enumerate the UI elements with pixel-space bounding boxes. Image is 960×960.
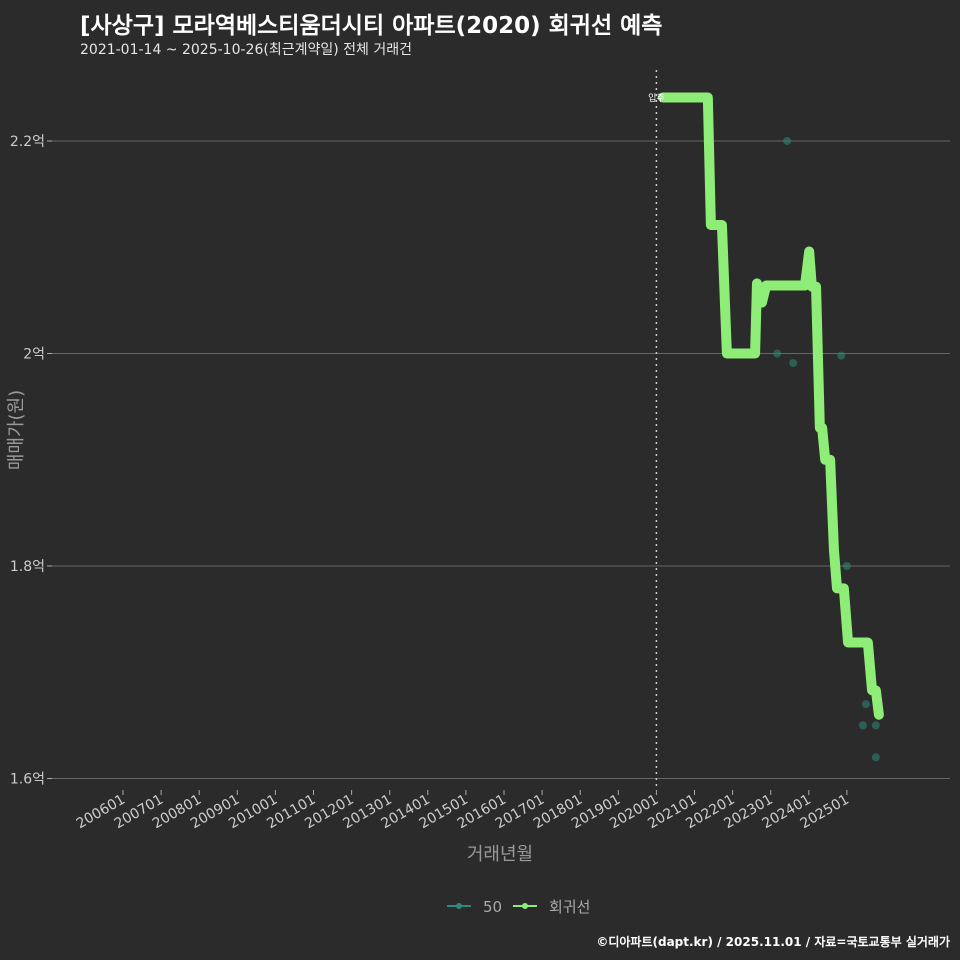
legend-line-label: 회귀선 [549, 898, 590, 916]
legend-50-dot [456, 903, 462, 909]
scatter-point [871, 753, 880, 762]
chart-title: [사상구] 모라역베스티움더시티 아파트(2020) 회귀선 예측 [80, 13, 663, 39]
y-tick-label: 2억 [23, 347, 45, 363]
legend-50-label: 50 [483, 898, 502, 916]
scatter-point [789, 359, 798, 368]
scatter-point [842, 562, 851, 570]
y-tick-label: 1.8억 [10, 559, 45, 575]
scatter-point [783, 137, 792, 145]
scatter-point [773, 349, 782, 358]
y-tick-label: 2.2억 [10, 134, 45, 150]
x-axis-label: 거래년월 [467, 844, 533, 865]
scatter-point [861, 700, 870, 709]
chart-subtitle: 2021-01-14 ~ 2025-10-26(최근계약일) 전체 거래건 [80, 42, 412, 58]
footer-credit: ©디아파트(dapt.kr) / 2025.11.01 / 자료=국토교통부 실… [596, 935, 950, 949]
y-axis-label: 매매가(원) [6, 390, 27, 470]
scatter-point [871, 721, 880, 730]
scatter-point [858, 721, 867, 730]
scatter-point [837, 351, 846, 360]
regression-line [657, 92, 884, 720]
legend: 50 회귀선 [447, 898, 590, 916]
y-tick-label: 1.6억 [10, 772, 45, 788]
legend-line-dot [522, 903, 528, 909]
annotation-label: 입주 [648, 92, 665, 104]
